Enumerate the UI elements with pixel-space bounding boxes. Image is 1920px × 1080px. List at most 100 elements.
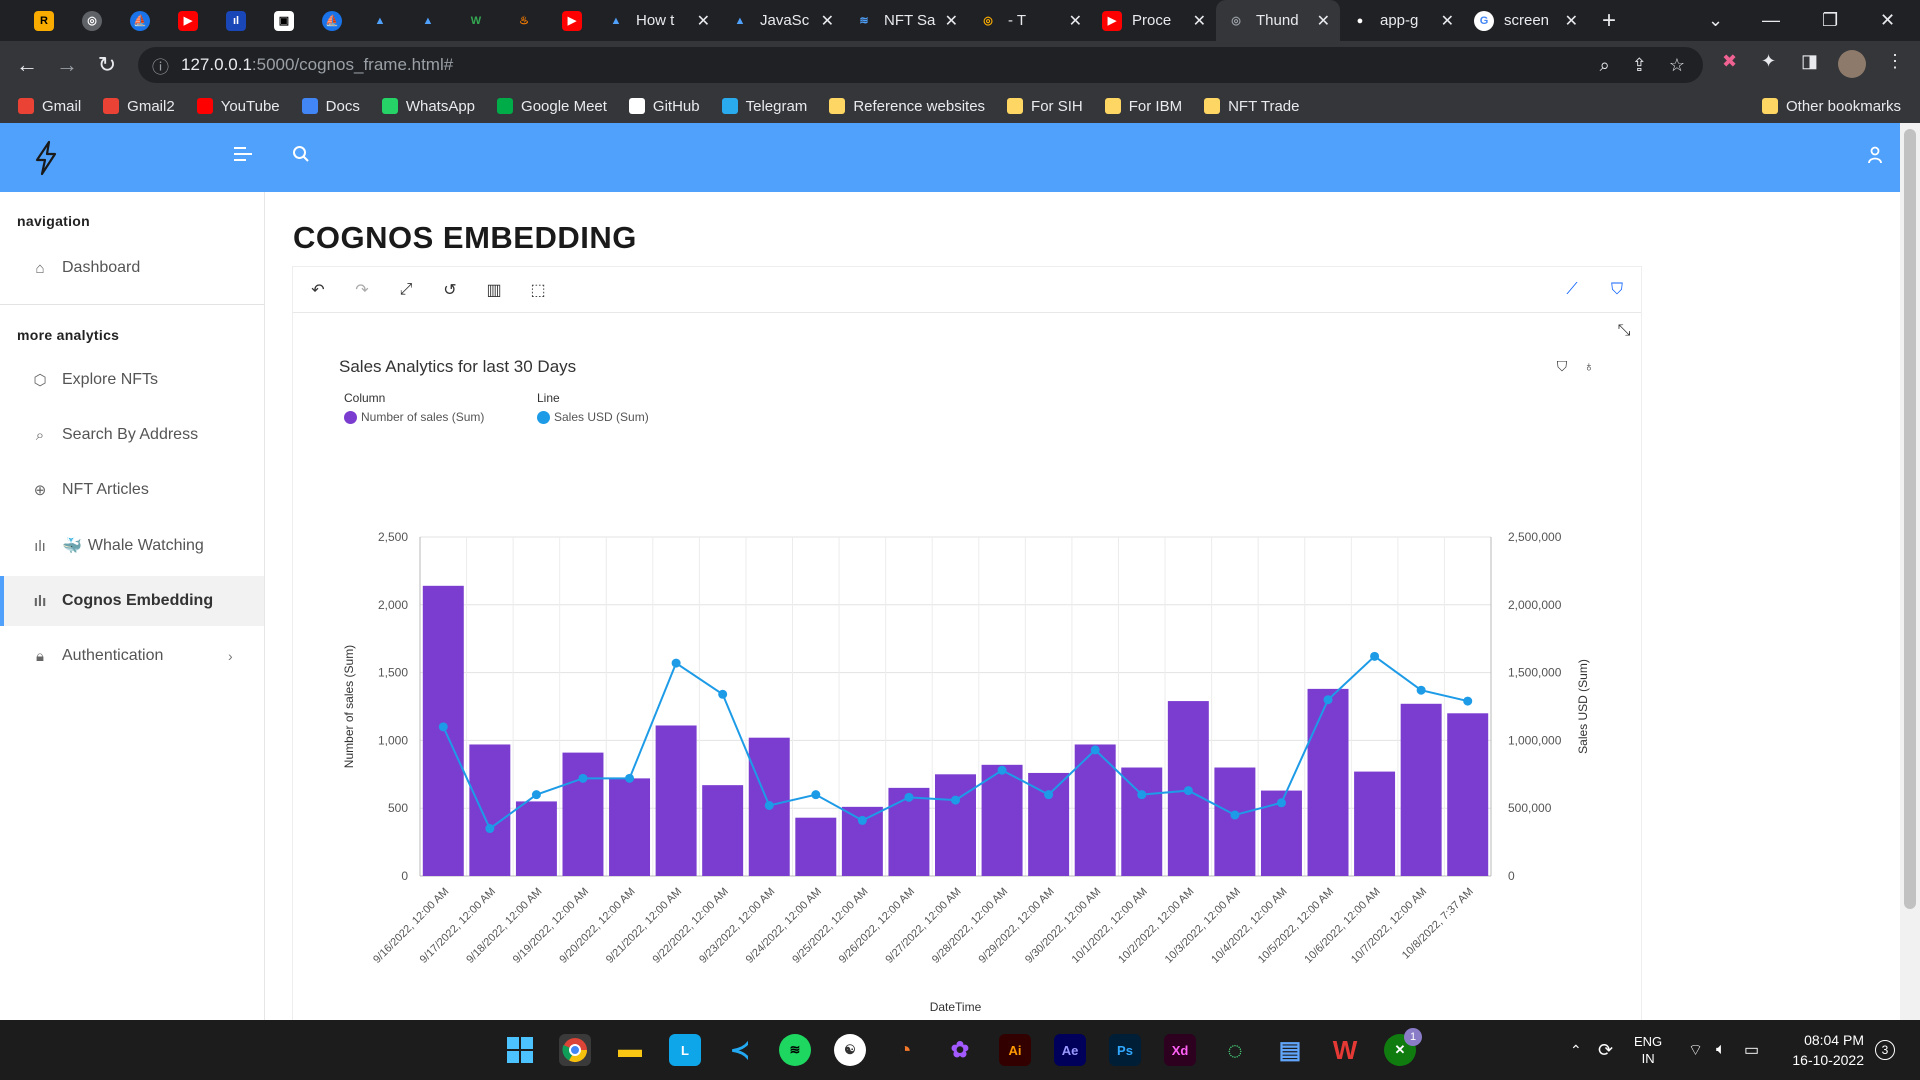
- bookmark-item[interactable]: GitHub: [628, 98, 700, 115]
- reset-icon[interactable]: ↺: [443, 282, 457, 299]
- pinned-tab[interactable]: ⛵: [116, 0, 164, 41]
- line-point[interactable]: [904, 792, 914, 802]
- chrome-icon[interactable]: [559, 1034, 591, 1066]
- pinned-tab[interactable]: ◎: [68, 0, 116, 41]
- pinned-tab[interactable]: ▶: [164, 0, 212, 41]
- pinned-tab[interactable]: ıl: [212, 0, 260, 41]
- app-l-icon[interactable]: L: [669, 1034, 701, 1066]
- close-icon[interactable]: ✕: [1564, 12, 1578, 30]
- sidebar-item-cognos-embedding[interactable]: ılı Cognos Embedding: [0, 576, 264, 626]
- select-icon[interactable]: ⬚: [530, 282, 546, 299]
- bar[interactable]: [1447, 713, 1489, 876]
- bar[interactable]: [1074, 744, 1116, 876]
- expand-icon[interactable]: ⤢: [399, 281, 413, 298]
- forward-icon[interactable]: →: [56, 52, 78, 77]
- close-icon[interactable]: ✕: [1192, 12, 1206, 30]
- extension-icon[interactable]: ✖: [1722, 51, 1738, 71]
- line-point[interactable]: [625, 773, 635, 783]
- other-bookmarks[interactable]: Other bookmarks: [1762, 98, 1901, 115]
- undo-icon[interactable]: ↶: [311, 282, 325, 299]
- scrollbar-thumb[interactable]: [1904, 129, 1916, 909]
- bookmark-item[interactable]: Gmail: [18, 98, 81, 115]
- line-point[interactable]: [1044, 790, 1054, 800]
- line-point[interactable]: [1463, 696, 1473, 706]
- bar[interactable]: [1354, 771, 1396, 876]
- line-point[interactable]: [811, 790, 821, 800]
- close-icon[interactable]: ✕: [1316, 12, 1330, 30]
- figma-icon[interactable]: ✿: [950, 1037, 970, 1062]
- app-ring-icon[interactable]: ◌: [1227, 1034, 1243, 1065]
- tab-search-icon[interactable]: ⌄: [1708, 10, 1724, 30]
- sidebar-item-explore-nfts[interactable]: ⬡ Explore NFTs: [0, 355, 264, 405]
- line-point[interactable]: [485, 824, 495, 834]
- line-point[interactable]: [1416, 685, 1426, 695]
- line-point[interactable]: [951, 795, 960, 805]
- close-window-icon[interactable]: ✕: [1880, 10, 1896, 30]
- bookmark-item[interactable]: Google Meet: [497, 98, 607, 115]
- volume-icon[interactable]: 🔈︎: [1716, 1041, 1726, 1058]
- restore-icon[interactable]: ❐: [1822, 10, 1839, 30]
- redo-icon[interactable]: ↷: [355, 282, 369, 299]
- sidebar-item-whale-watching[interactable]: ılı 🐳 Whale Watching: [0, 521, 264, 571]
- share-icon[interactable]: ⇪: [1631, 54, 1647, 75]
- pinned-tab[interactable]: R: [20, 0, 68, 41]
- bookmark-item[interactable]: Gmail2: [103, 98, 175, 115]
- collapse-icon[interactable]: ⤡: [1617, 322, 1631, 339]
- file-explorer-icon[interactable]: ▬: [618, 1036, 642, 1063]
- back-icon[interactable]: ←: [16, 52, 38, 77]
- line-point[interactable]: [671, 658, 681, 668]
- browser-tab[interactable]: ◎ - T ✕: [968, 0, 1092, 41]
- browser-tab[interactable]: ≋ NFT Sa ✕: [844, 0, 968, 41]
- menu-icon[interactable]: ⋮: [1886, 51, 1904, 71]
- sidebar-item-search-by-address[interactable]: ⌕ Search By Address: [0, 410, 264, 460]
- battery-icon[interactable]: ▭: [1744, 1042, 1760, 1059]
- bar[interactable]: [655, 725, 697, 876]
- close-icon[interactable]: ✕: [1068, 12, 1082, 30]
- wps-icon[interactable]: W: [1332, 1034, 1358, 1065]
- xd-icon[interactable]: Xd: [1164, 1034, 1196, 1066]
- bar[interactable]: [515, 801, 557, 876]
- bookmark-item[interactable]: NFT Trade: [1204, 98, 1300, 115]
- bar[interactable]: [469, 744, 511, 876]
- line-point[interactable]: [857, 815, 867, 825]
- close-icon[interactable]: ✕: [820, 12, 834, 30]
- puzzle-icon[interactable]: ✦: [1761, 51, 1777, 71]
- browser-tab[interactable]: ● app-g ✕: [1340, 0, 1464, 41]
- sync-icon[interactable]: ⟳: [1598, 1039, 1614, 1060]
- sidebar-item-authentication[interactable]: 🔒︎ Authentication ›: [0, 631, 264, 681]
- bookmark-item[interactable]: For SIH: [1007, 98, 1083, 115]
- line-point[interactable]: [1323, 695, 1333, 705]
- bar[interactable]: [1121, 767, 1163, 876]
- app-icon[interactable]: ☯: [834, 1034, 866, 1066]
- line-point[interactable]: [578, 773, 588, 783]
- line-point[interactable]: [718, 689, 728, 699]
- pinned-tab[interactable]: ▲: [404, 0, 452, 41]
- bookmark-item[interactable]: WhatsApp: [381, 98, 475, 115]
- after-effects-icon[interactable]: Ae: [1054, 1034, 1086, 1066]
- new-tab-button[interactable]: +: [1602, 6, 1617, 34]
- wifi-icon[interactable]: ⌔: [1688, 1042, 1704, 1059]
- side-panel-icon[interactable]: ◨: [1801, 51, 1819, 71]
- bar[interactable]: [702, 785, 744, 876]
- windows-start-icon[interactable]: [504, 1034, 536, 1066]
- search-icon[interactable]: [292, 145, 310, 169]
- vscode-icon[interactable]: ≺: [729, 1036, 751, 1064]
- bar[interactable]: [1214, 767, 1256, 876]
- line-point[interactable]: [531, 790, 541, 800]
- address-bar[interactable]: ⓘ 127.0.0.1:5000/cognos_frame.html# ⌕ ⇪ …: [138, 47, 1703, 83]
- bookmark-item[interactable]: Docs: [301, 98, 360, 115]
- bar[interactable]: [1400, 703, 1442, 876]
- browser-tab[interactable]: ▶ Proce ✕: [1092, 0, 1216, 41]
- illustrator-icon[interactable]: Ai: [999, 1034, 1031, 1066]
- browser-tab[interactable]: ▲ JavaSc ✕: [720, 0, 844, 41]
- menu-toggle-icon[interactable]: [232, 145, 254, 169]
- spotify-icon[interactable]: ≋: [779, 1034, 811, 1066]
- bookmark-item[interactable]: For IBM: [1104, 98, 1182, 115]
- notepad-icon[interactable]: ▤: [1278, 1036, 1302, 1064]
- bar[interactable]: [1028, 772, 1070, 876]
- legend-entry[interactable]: Number of sales (Sum): [344, 410, 484, 424]
- site-info-icon[interactable]: ⓘ: [152, 57, 169, 77]
- clock[interactable]: 08:04 PM 16-10-2022: [1792, 1030, 1864, 1070]
- browser-tab-active[interactable]: ◎ Thund ✕: [1216, 0, 1340, 41]
